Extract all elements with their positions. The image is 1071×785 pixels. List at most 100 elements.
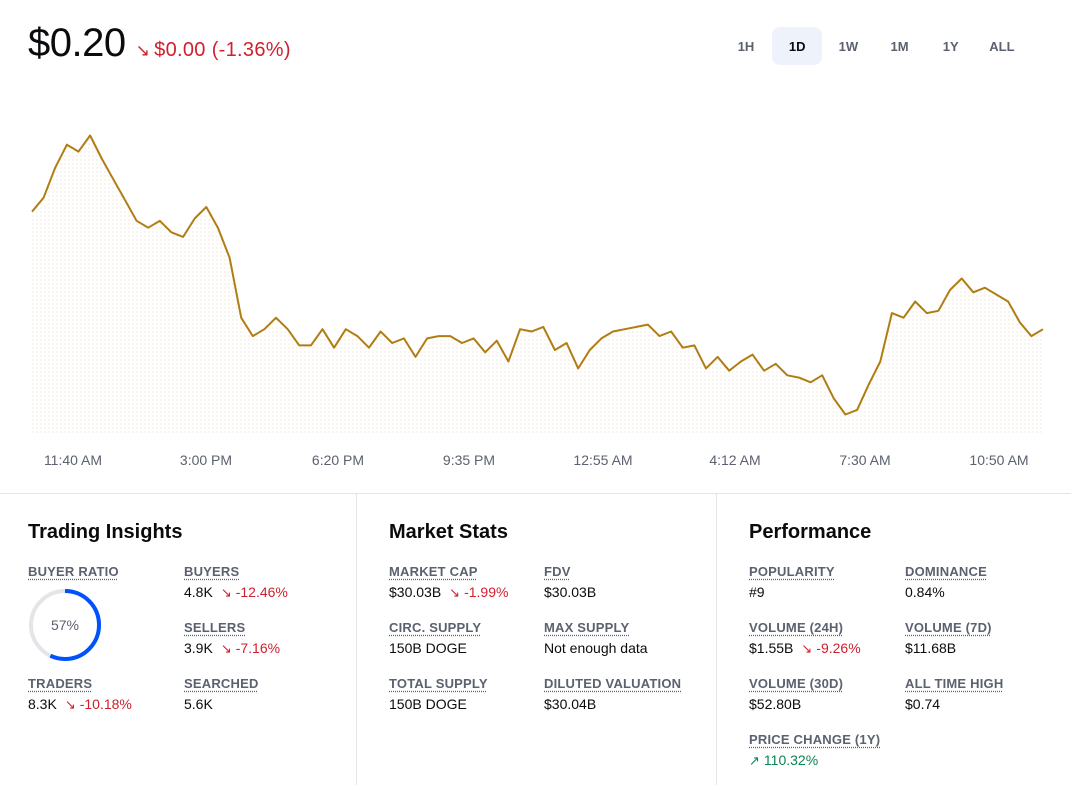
dominance-value: 0.84% [905,584,945,600]
market-cap-stat: MARKET CAP $30.03B ↘ -1.99% [389,564,508,601]
trading-insights-title: Trading Insights [28,521,183,543]
price-change-amount: $0.00 [154,39,206,61]
price-change-1y-label[interactable]: PRICE CHANGE (1Y) [749,732,881,747]
price-change-percent: (-1.36%) [211,39,291,61]
volume-24h-label[interactable]: VOLUME (24H) [749,620,844,635]
volume-30d-label[interactable]: VOLUME (30D) [749,676,844,691]
circ-supply-label[interactable]: CIRC. SUPPLY [389,620,482,635]
traders-stat: TRADERS 8.3K ↘ -10.18% [28,676,132,713]
price-line [31,134,1044,416]
volume-24h-value: $1.55B [749,640,794,656]
price-change-1y-value: 110.32% [763,752,819,768]
x-axis-ticks: 11:40 AM 3:00 PM 6:20 PM 9:35 PM 12:55 AM 4:1… [44,452,1029,468]
volume-24h-stat: VOLUME (24H) $1.55B ↘ -9.26% [749,620,861,657]
performance-title: Performance [749,521,872,543]
range-1m-button[interactable]: 1M [890,38,909,54]
traders-value: 8.3K [28,696,57,712]
buyer-ratio-value: 57% [50,617,80,633]
popularity-stat: POPULARITY #9 [749,564,835,600]
searched-value: 5.6K [184,696,213,712]
fdv-value: $30.03B [544,584,597,600]
dominance-stat: DOMINANCE 0.84% [905,564,987,600]
time-range-selector: 1H 1D 1W 1M 1Y ALL [721,27,1028,65]
column-divider [716,494,717,785]
searched-stat: SEARCHED 5.6K [184,676,259,712]
market-stats-title: Market Stats [389,521,508,543]
searched-label[interactable]: SEARCHED [184,676,259,691]
dominance-label[interactable]: DOMINANCE [905,564,987,579]
trend-down-icon: ↘ [135,41,151,60]
x-tick-label: 3:00 PM [180,452,232,468]
buyers-delta: -12.46% [235,584,288,600]
fdv-label[interactable]: FDV [544,564,571,579]
x-tick-label: 11:40 AM [44,452,102,468]
sellers-value: 3.9K [184,640,213,656]
volume-7d-label[interactable]: VOLUME (7D) [905,620,992,635]
range-1w-button[interactable]: 1W [838,38,859,54]
circ-supply-value: 150B DOGE [389,640,467,656]
section-divider [0,493,1071,494]
total-supply-label[interactable]: TOTAL SUPPLY [389,676,488,691]
market-stats-panel: Market Stats MARKET CAP $30.03B ↘ -1.99% … [357,494,716,785]
x-tick-label: 12:55 AM [573,452,632,468]
range-1d-button[interactable]: 1D [772,27,823,65]
volume-30d-stat: VOLUME (30D) $52.80B [749,676,843,712]
volume-24h-delta: -9.26% [816,640,861,656]
max-supply-value: Not enough data [544,640,648,656]
all-time-high-label[interactable]: ALL TIME HIGH [905,676,1004,691]
range-1y-button[interactable]: 1Y [942,38,959,54]
sellers-label[interactable]: SELLERS [184,620,246,635]
price-header: $0.20 ↘ $0.00 (-1.36%) [28,20,291,66]
diluted-valuation-value: $30.04B [544,696,597,712]
chart-area-fill [32,135,1043,435]
all-time-high-value: $0.74 [905,696,941,712]
traders-label[interactable]: TRADERS [28,676,93,691]
circ-supply-stat: CIRC. SUPPLY 150B DOGE [389,620,481,656]
buyers-label[interactable]: BUYERS [184,564,240,579]
trend-down-icon: ↘ [220,585,232,600]
x-tick-label: 4:12 AM [709,452,760,468]
diluted-valuation-label[interactable]: DILUTED VALUATION [544,676,682,691]
buyer-ratio-ring: 57% [28,588,102,662]
volume-30d-value: $52.80B [749,696,802,712]
buyers-stat: BUYERS 4.8K ↘ -12.46% [184,564,288,601]
market-cap-delta: -1.99% [464,584,509,600]
traders-delta: -10.18% [79,696,132,712]
buyer-ratio-label[interactable]: BUYER RATIO [28,564,119,579]
x-tick-label: 9:35 PM [443,452,495,468]
price-chart[interactable]: 11:40 AM 3:00 PM 6:20 PM 9:35 PM 12:55 AM 4:1… [0,95,1071,475]
x-tick-label: 10:50 AM [969,452,1028,468]
diluted-valuation-stat: DILUTED VALUATION $30.04B [544,676,681,712]
fdv-stat: FDV $30.03B [544,564,596,600]
max-supply-label[interactable]: MAX SUPPLY [544,620,630,635]
trend-up-icon: ↗ [749,753,760,768]
price-change: ↘ $0.00 (-1.36%) [136,39,291,62]
trend-down-icon: ↘ [449,585,461,600]
x-tick-label: 6:20 PM [312,452,364,468]
x-tick-label: 7:30 AM [839,452,890,468]
column-divider [356,494,357,785]
ring-fill [29,589,101,661]
current-price: $0.20 [28,21,126,65]
range-1h-button[interactable]: 1H [737,38,755,54]
market-cap-label[interactable]: MARKET CAP [389,564,478,579]
volume-7d-stat: VOLUME (7D) $11.68B [905,620,992,656]
trend-down-icon: ↘ [220,641,232,656]
trend-down-icon: ↘ [801,641,813,656]
total-supply-stat: TOTAL SUPPLY 150B DOGE [389,676,488,712]
total-supply-value: 150B DOGE [389,696,467,712]
performance-panel: Performance POPULARITY #9 DOMINANCE 0.84… [717,494,1071,785]
trading-insights-panel: Trading Insights BUYER RATIO 57% BUYERS … [0,494,356,785]
popularity-value: #9 [749,584,765,600]
sellers-stat: SELLERS 3.9K ↘ -7.16% [184,620,280,657]
range-all-button[interactable]: ALL [989,38,1015,54]
popularity-label[interactable]: POPULARITY [749,564,835,579]
trend-down-icon: ↘ [64,697,76,712]
buyer-ratio-stat: BUYER RATIO [28,564,119,579]
all-time-high-stat: ALL TIME HIGH $0.74 [905,676,1003,712]
max-supply-stat: MAX SUPPLY Not enough data [544,620,648,656]
volume-7d-value: $11.68B [905,640,957,656]
buyers-value: 4.8K [184,584,213,600]
price-change-1y-stat: PRICE CHANGE (1Y) ↗ 110.32% [749,732,880,769]
market-cap-value: $30.03B [389,584,442,600]
